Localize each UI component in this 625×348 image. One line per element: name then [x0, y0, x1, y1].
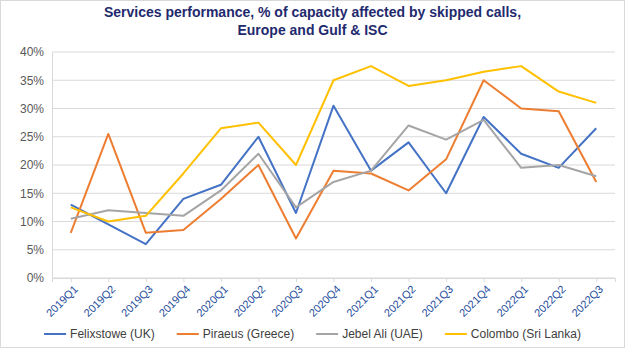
- y-tick: 30%: [20, 102, 52, 116]
- y-tick-label: 40%: [20, 45, 44, 59]
- x-tick: 2022Q1: [494, 278, 530, 319]
- x-tick-mark: [484, 278, 485, 282]
- x-tick-label: 2019Q2: [81, 283, 117, 319]
- x-tick-mark: [296, 278, 297, 282]
- x-tick-mark: [521, 278, 522, 282]
- x-tick-mark: [334, 278, 335, 282]
- y-tick: 5%: [27, 243, 52, 257]
- x-axis: 2019Q12019Q22019Q32019Q42020Q12020Q22020…: [44, 278, 616, 319]
- grid-line: [52, 52, 615, 53]
- title: Services performance, % of capacity affe…: [104, 4, 521, 38]
- y-tick: 0%: [27, 271, 52, 285]
- x-tick-mark: [146, 278, 147, 282]
- x-tick-label: 2020Q4: [306, 283, 342, 319]
- y-tick-label: 20%: [20, 158, 44, 172]
- x-tick: 2020Q4: [306, 278, 342, 319]
- x-tick-label: 2019Q3: [119, 283, 155, 319]
- x-tick: 2019Q3: [119, 278, 155, 319]
- x-tick: 2021Q4: [457, 278, 493, 319]
- x-tick-mark: [559, 278, 560, 282]
- x-tick-label: 2022Q3: [569, 283, 605, 319]
- x-tick: 2022Q3: [569, 278, 605, 319]
- y-tick: 40%: [20, 45, 52, 59]
- y-tick-label: 10%: [20, 215, 44, 229]
- x-tick-label: 2021Q1: [344, 283, 380, 319]
- x-tick-mark: [108, 278, 109, 282]
- grid: [52, 52, 615, 278]
- x-tick: 2020Q3: [269, 278, 305, 319]
- x-tick-mark: [596, 278, 597, 282]
- legend-item: Piraeus (Greece): [177, 327, 294, 341]
- series-line: [71, 120, 596, 219]
- legend: Felixstowe (UK) Piraeus (Greece) Jebel Ali…: [44, 327, 581, 341]
- x-tick-label: 2022Q1: [494, 283, 530, 319]
- legend-item: Felixstowe (UK): [44, 327, 155, 341]
- series-line: [71, 80, 596, 238]
- grid-line: [52, 221, 615, 222]
- x-tick-mark: [183, 278, 184, 282]
- grid-line: [52, 249, 615, 250]
- y-axis-line: [52, 53, 53, 279]
- title-line: Services performance, % of capacity affe…: [104, 4, 521, 20]
- grid-line: [52, 165, 615, 166]
- y-tick-label: 25%: [20, 130, 44, 144]
- legend-item: Jebel Ali (UAE): [316, 327, 423, 341]
- x-tick-mark: [371, 278, 372, 282]
- x-tick: 2019Q2: [81, 278, 117, 319]
- y-tick: 25%: [20, 130, 52, 144]
- legend-label: Jebel Ali (UAE): [342, 327, 423, 341]
- x-tick: 2022Q2: [532, 278, 568, 319]
- x-tick-mark: [258, 278, 259, 282]
- grid-line: [52, 193, 615, 194]
- y-tick: 20%: [20, 158, 52, 172]
- legend-swatch: [177, 333, 199, 335]
- x-tick-mark: [71, 278, 72, 282]
- x-tick-label: 2021Q3: [419, 283, 455, 319]
- legend-swatch: [316, 333, 338, 335]
- chart-frame: [1, 1, 625, 348]
- series-group: [71, 66, 596, 244]
- grid-line: [52, 136, 615, 137]
- x-tick: 2020Q1: [194, 278, 230, 319]
- x-tick-label: 2021Q2: [382, 283, 418, 319]
- x-tick-label: 2020Q1: [194, 283, 230, 319]
- x-tick-mark: [409, 278, 410, 282]
- title-line: Europe and Gulf & ISC: [237, 22, 387, 38]
- x-tick: 2019Q4: [156, 278, 192, 319]
- x-tick-label: 2019Q4: [156, 283, 192, 319]
- y-tick-label: 5%: [27, 243, 45, 257]
- y-tick: 35%: [20, 74, 52, 88]
- series-line: [71, 106, 596, 244]
- chart: Services performance, % of capacity affe…: [0, 0, 625, 348]
- x-tick-label: 2019Q1: [44, 283, 80, 319]
- x-tick: 2021Q3: [419, 278, 455, 319]
- x-tick-label: 2020Q2: [231, 283, 267, 319]
- legend-label: Colombo (Sri Lanka): [471, 327, 581, 341]
- x-tick: 2020Q2: [231, 278, 267, 319]
- y-axis: 0% 5% 10% 15% 20% 25% 30% 35% 40%: [20, 45, 53, 285]
- x-tick: 2019Q1: [44, 278, 80, 319]
- y-tick-label: 30%: [20, 102, 44, 116]
- legend-swatch: [44, 333, 66, 335]
- y-tick: 15%: [20, 187, 52, 201]
- x-tick: 2021Q1: [344, 278, 380, 319]
- y-tick-label: 15%: [20, 187, 44, 201]
- y-tick-label: 0%: [27, 271, 45, 285]
- legend-label: Felixstowe (UK): [70, 327, 155, 341]
- x-tick-mark: [446, 278, 447, 282]
- plot: 0%5%10%15%20%25%30%35%40%2019Q12019Q2201…: [20, 45, 616, 319]
- y-tick: 10%: [20, 215, 52, 229]
- x-tick-label: 2020Q3: [269, 283, 305, 319]
- y-tick-label: 35%: [20, 74, 44, 88]
- legend-label: Piraeus (Greece): [203, 327, 294, 341]
- legend-swatch: [445, 333, 467, 335]
- x-tick-label: 2022Q2: [532, 283, 568, 319]
- series-line: [71, 66, 596, 221]
- x-tick: 2021Q2: [382, 278, 418, 319]
- x-axis-line: [53, 279, 616, 283]
- x-tick-label: 2021Q4: [457, 283, 493, 319]
- x-tick-mark: [221, 278, 222, 282]
- legend-item: Colombo (Sri Lanka): [445, 327, 581, 341]
